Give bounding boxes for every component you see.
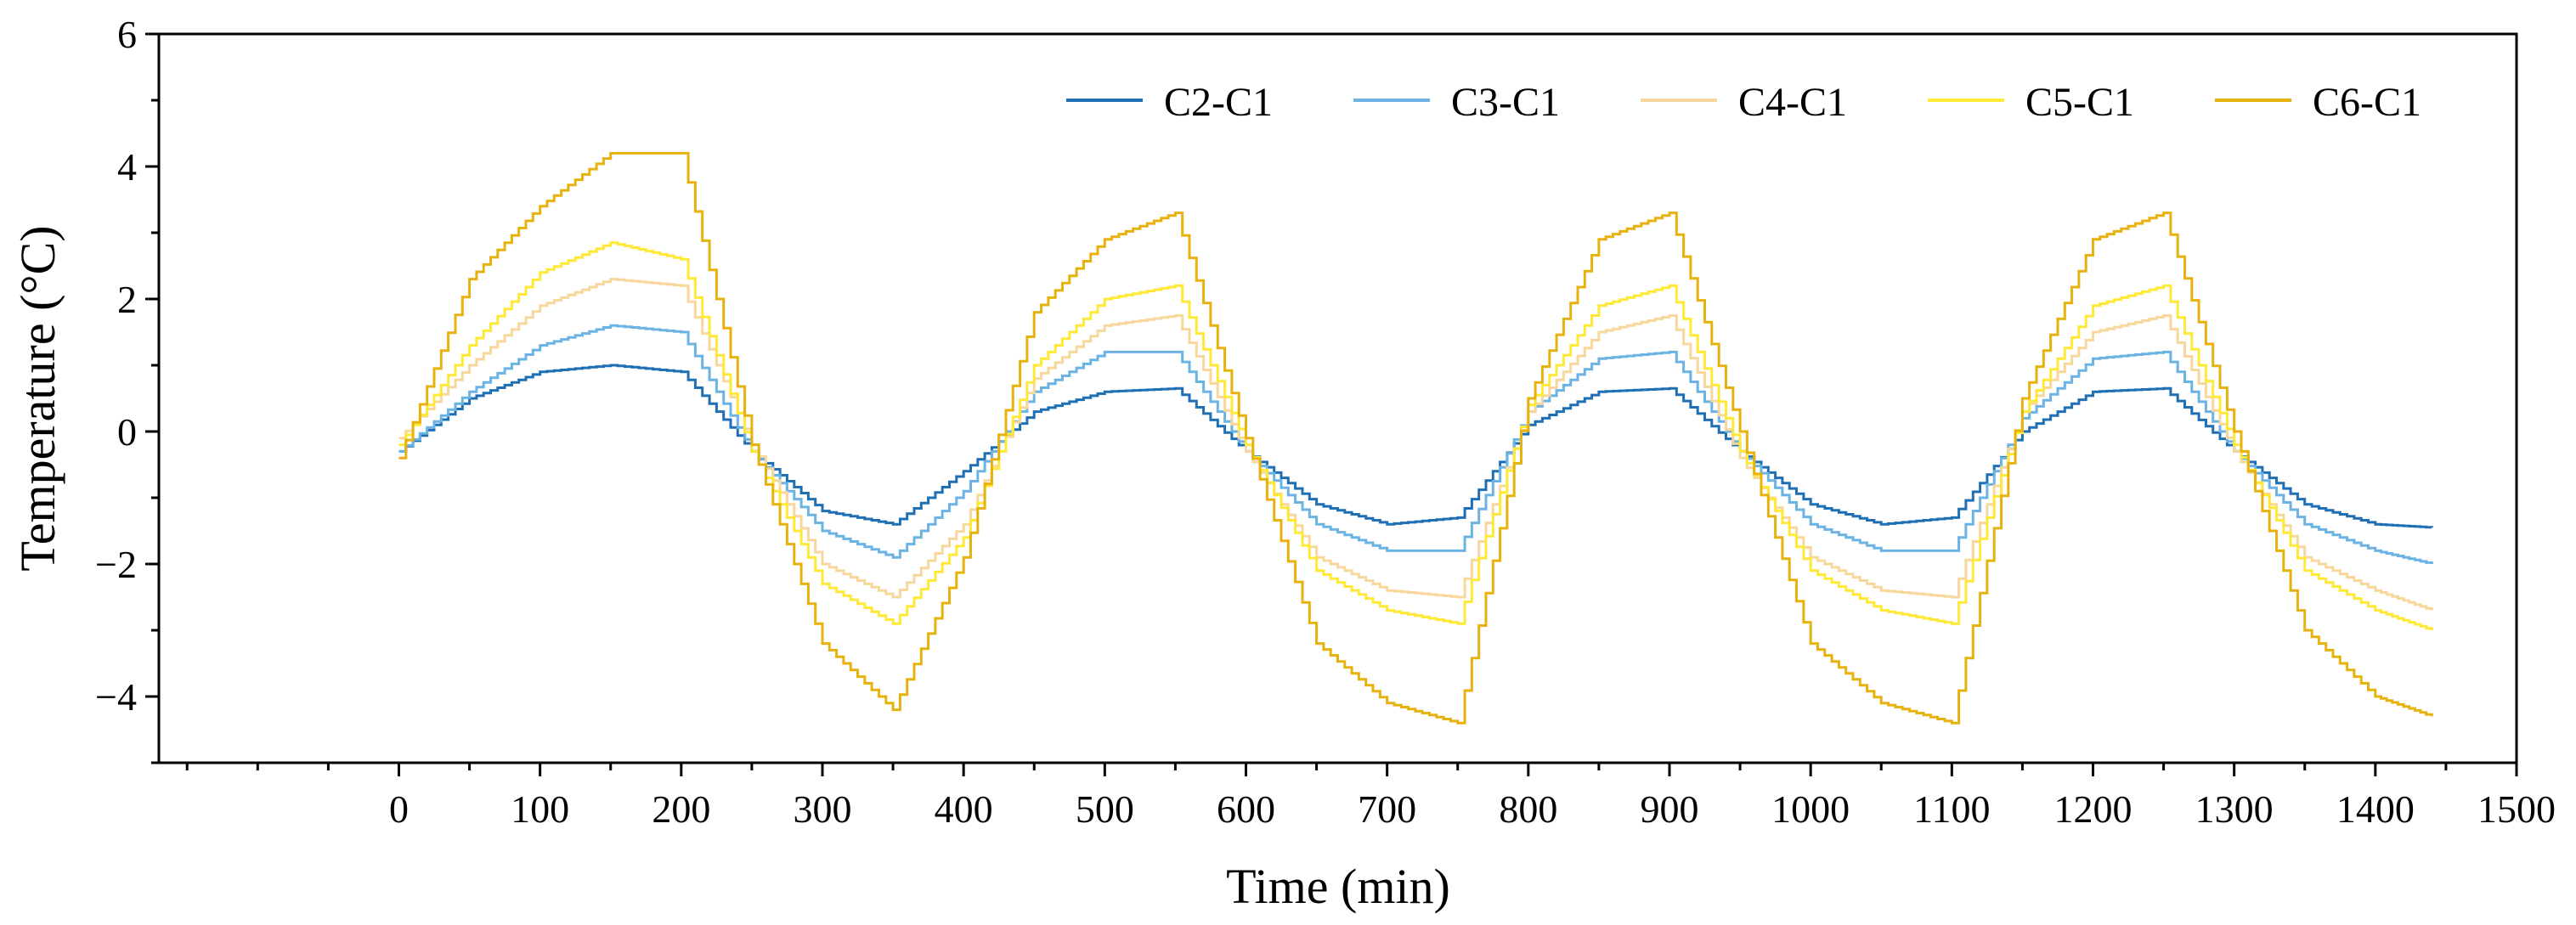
series-line-c6-c1 bbox=[398, 151, 2433, 725]
series-layer bbox=[398, 151, 2433, 725]
x-tick-label: 1100 bbox=[1913, 787, 1990, 831]
x-tick-label: 1400 bbox=[2336, 787, 2415, 831]
y-tick-label: 0 bbox=[117, 410, 137, 454]
series-line-c2-c1 bbox=[398, 364, 2433, 529]
x-tick-label: 1500 bbox=[2477, 787, 2556, 831]
y-tick-label: 4 bbox=[117, 145, 137, 189]
x-tick-label: 1000 bbox=[1771, 787, 1850, 831]
x-tick-label: 1200 bbox=[2053, 787, 2132, 831]
legend-label-c6-c1: C6-C1 bbox=[2313, 80, 2421, 125]
y-tick-label: −2 bbox=[95, 543, 137, 586]
legend-label-c3-c1: C3-C1 bbox=[1451, 80, 1560, 125]
series-line-c3-c1 bbox=[398, 324, 2433, 564]
series-line-c4-c1 bbox=[398, 278, 2433, 611]
y-tick-label: −4 bbox=[95, 675, 137, 719]
y-axis-title: Temperature (°C) bbox=[10, 225, 65, 571]
y-tick-label: 2 bbox=[117, 278, 137, 321]
x-tick-label: 200 bbox=[652, 787, 710, 831]
x-tick-label: 500 bbox=[1076, 787, 1134, 831]
x-tick-label: 600 bbox=[1217, 787, 1275, 831]
x-tick-label: 300 bbox=[793, 787, 851, 831]
x-axis-title: Time (min) bbox=[1226, 859, 1450, 914]
x-tick-label: 700 bbox=[1358, 787, 1416, 831]
legend-label-c5-c1: C5-C1 bbox=[2025, 80, 2134, 125]
x-tick-label: 100 bbox=[511, 787, 569, 831]
legend: C2-C1 C3-C1 C4-C1 C5-C1 C6-C1 bbox=[1066, 80, 2421, 125]
legend-label-c4-c1: C4-C1 bbox=[1738, 80, 1847, 125]
x-tick-label: 400 bbox=[935, 787, 993, 831]
y-tick-label: 6 bbox=[117, 13, 137, 56]
y-axis-ticks: −4 −2 0 2 4 6 bbox=[95, 13, 159, 764]
x-axis-ticks: 0 100 200 300 400 500 600 700 800 900 1000 1100 1200… bbox=[185, 763, 2556, 831]
plot-frame bbox=[157, 32, 2518, 764]
legend-label-c2-c1: C2-C1 bbox=[1164, 80, 1273, 125]
x-tick-label: 0 bbox=[389, 787, 409, 831]
x-tick-label: 900 bbox=[1640, 787, 1698, 831]
series-line-c5-c1 bbox=[398, 241, 2433, 630]
x-tick-label: 800 bbox=[1499, 787, 1557, 831]
x-tick-label: 1300 bbox=[2195, 787, 2274, 831]
